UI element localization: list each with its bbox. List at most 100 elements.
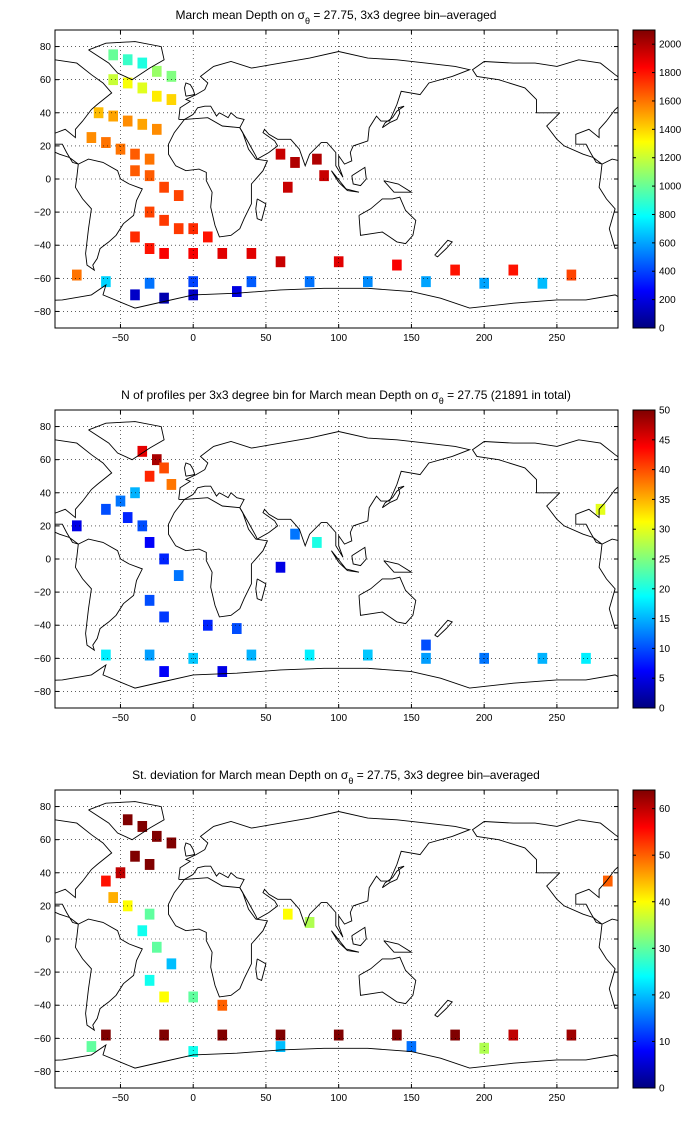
panel-depth-cell-17: [115, 143, 126, 155]
panel-profiles-y-axis: −80 −60 −40 −20 0 20 40 60 80: [34, 422, 618, 698]
panel-profiles-cell-8: [122, 512, 133, 523]
panel-profiles-cell-25: [363, 649, 373, 661]
panel-depth-cell-52: [363, 276, 373, 288]
panel-stdev-cell-8: [108, 892, 118, 903]
panel-depth: March mean Depth on σθ = 27.75, 3x3 degr…: [34, 8, 682, 344]
panel-stdev-coast-south-america-wrap: [598, 918, 618, 1010]
panel-profiles-y-tick-label--40: −40: [34, 621, 51, 632]
panel-profiles-coast-north-america: [55, 439, 113, 545]
panel-stdev-colorbar-label-10: 10: [659, 1037, 671, 1048]
panel-stdev-x-tick-label--50: −50: [112, 1093, 129, 1104]
panel-depth-cell-16: [101, 137, 111, 148]
panel-profiles-colorbar-label-30: 30: [659, 525, 671, 536]
panel-stdev-coast-americas-wrap: [471, 819, 618, 925]
panel-stdev-y-tick-label--40: −40: [34, 1001, 51, 1012]
panel-profiles-cell-33: [72, 520, 82, 532]
panel-profiles-title: N of profiles per 3x3 degree bin for Mar…: [121, 388, 571, 406]
panel-profiles-x-tick-label-0: 0: [190, 713, 196, 724]
panel-depth-cell-7: [137, 82, 148, 94]
panel-stdev-cell-34: [603, 875, 613, 887]
panel-stdev-cell-2: [152, 830, 162, 842]
panel-depth-x-tick-label-250: 250: [549, 333, 566, 344]
panel-depth-colorbar-label-600: 600: [659, 238, 676, 249]
panel-depth-cell-45: [566, 269, 577, 281]
panel-depth-cell-40: [275, 256, 286, 268]
panel-profiles-cell-9: [137, 520, 148, 532]
panel-depth-cell-18: [130, 148, 140, 160]
panel-depth-cell-36: [290, 157, 300, 168]
panel-profiles-cell-34: [595, 503, 606, 515]
panel-stdev-colorbar-label-40: 40: [659, 897, 671, 908]
panel-depth-coast-uk: [184, 82, 196, 97]
panel-stdev-cell-31: [275, 1041, 286, 1052]
panel-profiles: N of profiles per 3x3 degree bin for Mar…: [34, 388, 671, 724]
panel-depth-cell-34: [246, 248, 257, 259]
panel-depth-y-tick-label-80: 80: [40, 42, 52, 53]
panel-profiles-colorbar-label-20: 20: [659, 584, 671, 595]
panel-depth-coast-africa: [168, 117, 269, 238]
panel-depth-coast-europe-asia: [178, 51, 472, 178]
panel-profiles-x-tick-label-150: 150: [403, 713, 420, 724]
panel-stdev-coast-madagascar: [255, 958, 267, 982]
panel-profiles-cell-11: [159, 553, 169, 565]
panel-profiles-colorbar-label-50: 50: [659, 406, 671, 417]
panel-depth-cell-42: [392, 259, 402, 271]
panel-depth-cell-46: [72, 269, 82, 281]
panel-profiles-cell-32: [421, 639, 431, 651]
panel-depth-cell-30: [144, 243, 155, 254]
panel-stdev-y-tick-label--20: −20: [34, 968, 51, 979]
panel-stdev-cell-22: [217, 1029, 228, 1041]
panel-stdev-y-tick-label-80: 80: [40, 802, 52, 813]
panel-stdev-y-tick-label-0: 0: [45, 935, 51, 946]
panel-profiles-colorbar-label-15: 15: [659, 614, 671, 625]
panel-depth-cell-1: [122, 54, 133, 66]
panel-depth-cell-37: [312, 153, 322, 165]
panel-profiles-cell-19: [275, 561, 286, 573]
panel-depth-cell-13: [137, 118, 148, 130]
panel-depth-x-tick-label-0: 0: [190, 333, 196, 344]
panel-depth-cell-23: [173, 190, 184, 201]
panel-profiles-coastlines: [55, 421, 618, 689]
panel-stdev-grid: [55, 790, 618, 1088]
panel-depth-cells: [72, 49, 577, 304]
panel-profiles-coast-borneo: [351, 546, 367, 567]
panel-depth-colorbar-ticks: 0 200 400 600 800 1000 1200 1400 1600 1800 2000: [633, 40, 682, 335]
panel-depth-coast-south-america-wrap: [598, 158, 618, 250]
panel-stdev-cell-26: [450, 1029, 460, 1041]
panel-depth-cell-57: [159, 292, 169, 304]
panel-stdev-cell-5: [144, 859, 155, 870]
panel-depth-x-tick-label-100: 100: [330, 333, 347, 344]
panel-stdev-coast-uk: [184, 842, 196, 857]
panel-profiles-coast-sumatra-java: [331, 550, 360, 573]
panel-profiles-cell-29: [581, 652, 591, 664]
panel-stdev-coast-africa: [168, 877, 269, 998]
panel-depth-cell-22: [159, 181, 169, 193]
panel-profiles-coast-japan: [381, 485, 405, 509]
panel-profiles-x-tick-label-250: 250: [549, 713, 566, 724]
panel-stdev-x-tick-label-50: 50: [260, 1093, 272, 1104]
panel-depth-coast-new-guinea: [383, 180, 413, 193]
panel-depth-cell-25: [159, 214, 169, 226]
panel-depth-coast-south-america: [74, 158, 143, 272]
panel-profiles-cell-24: [304, 649, 315, 661]
panel-profiles-cell-30: [159, 666, 169, 677]
panel-stdev-cell-0: [122, 814, 133, 826]
panel-depth-title: March mean Depth on σθ = 27.75, 3x3 degr…: [176, 8, 497, 26]
panel-depth-cell-54: [479, 277, 489, 289]
panel-stdev-y-tick-label--80: −80: [34, 1067, 51, 1078]
panel-stdev-cell-29: [86, 1041, 97, 1052]
panel-depth-cell-27: [188, 223, 198, 235]
panel-profiles-cell-1: [152, 454, 162, 466]
panel-depth-cell-2: [137, 57, 148, 69]
panel-stdev-cell-1: [137, 821, 148, 832]
panel-stdev-cell-16: [188, 991, 198, 1003]
panel-profiles-cell-4: [166, 479, 177, 490]
panel-profiles-cell-18: [312, 537, 322, 548]
panel-profiles-y-tick-label--60: −60: [34, 654, 51, 665]
panel-profiles-y-tick-label--20: −20: [34, 588, 51, 599]
panel-depth-cell-26: [173, 223, 184, 235]
panel-profiles-coast-uk: [184, 462, 196, 477]
panel-depth-cell-38: [319, 170, 329, 182]
panel-stdev-y-tick-label-20: 20: [40, 901, 52, 912]
panel-stdev-colorbar: 0 10 20 30 40 50 60: [632, 789, 671, 1095]
